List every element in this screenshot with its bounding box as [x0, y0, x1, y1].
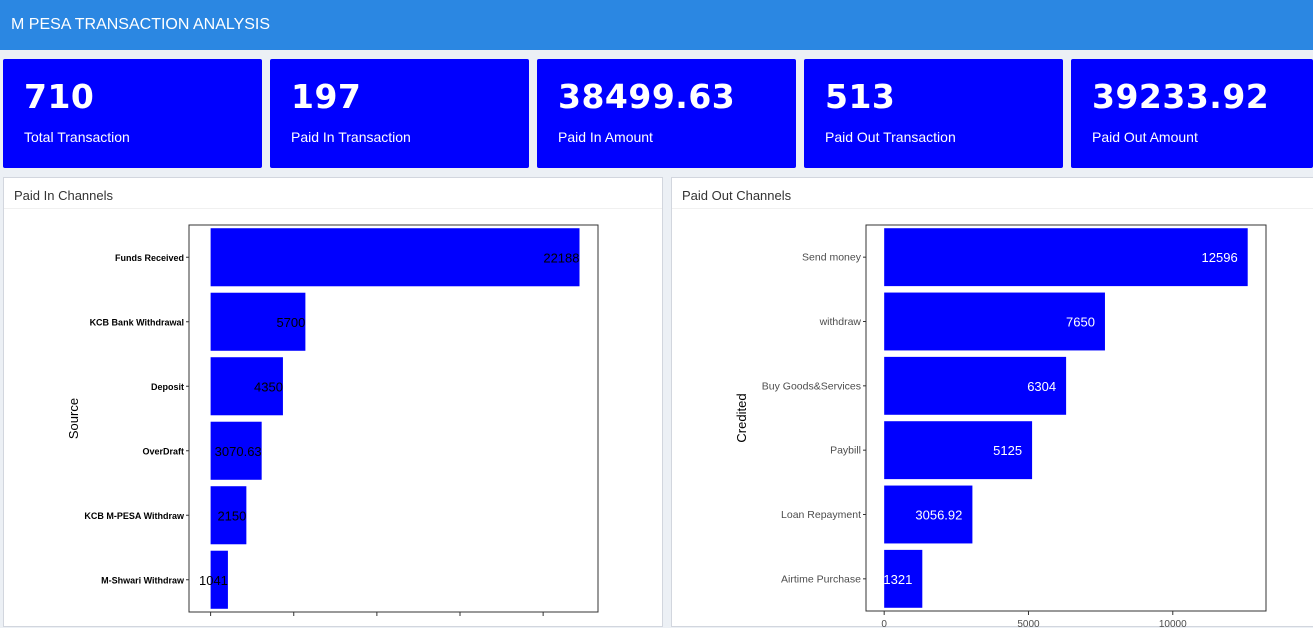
- value-box-paid-out-transaction: 513 Paid Out Transaction: [804, 59, 1063, 168]
- y-tick-label: KCB M-PESA Withdraw: [84, 511, 185, 521]
- value-box-row: 710 Total Transaction 197 Paid In Transa…: [0, 59, 1313, 168]
- panel-title: Paid Out Channels: [672, 178, 1313, 209]
- y-axis-title: Credited: [734, 393, 749, 442]
- plot-border: [865, 224, 1267, 612]
- value-box-paid-in-transaction: 197 Paid In Transaction: [270, 59, 529, 168]
- plot-border: [188, 224, 599, 613]
- data-label: 5125: [993, 443, 1022, 458]
- data-label: 22188: [543, 250, 579, 265]
- value-box-label: Paid Out Transaction: [825, 129, 956, 145]
- app-header: M PESA TRANSACTION ANALYSIS: [0, 0, 1313, 50]
- data-label: 6304: [1027, 379, 1056, 394]
- value-box-label: Paid In Transaction: [291, 129, 411, 145]
- bar: [884, 292, 1105, 351]
- value-box-paid-out-amount: 39233.92 Paid Out Amount: [1071, 59, 1313, 168]
- data-label: 7650: [1066, 315, 1095, 330]
- value-box-value: 39233.92: [1092, 77, 1270, 116]
- value-box-value: 197: [291, 77, 362, 116]
- data-label: 1041: [199, 573, 228, 588]
- y-tick-label: withdraw: [819, 316, 862, 328]
- value-box-label: Total Transaction: [24, 129, 130, 145]
- bar: [884, 228, 1248, 287]
- paid-in-channels-panel: Paid In Channels Funds Received 22188 KCB …: [3, 177, 663, 627]
- y-tick-label: Funds Received: [115, 253, 184, 263]
- bar: [210, 421, 262, 480]
- bar: [884, 485, 973, 544]
- y-tick-label: Deposit: [151, 382, 184, 392]
- value-box-total-transaction: 710 Total Transaction: [3, 59, 262, 168]
- paid-out-channels-panel: Paid Out Channels Send money 12596 withdra…: [671, 177, 1313, 628]
- value-box-label: Paid In Amount: [558, 129, 653, 145]
- bar: [884, 549, 923, 608]
- paid-in-chart: Funds Received 22188 KCB Bank Withdrawal 57…: [66, 224, 599, 616]
- bar: [210, 292, 306, 351]
- app-title: M PESA TRANSACTION ANALYSIS: [11, 16, 271, 33]
- y-tick-label: Paybill: [830, 445, 861, 457]
- y-axis-title: Source: [66, 398, 81, 439]
- data-label: 3070.63: [215, 444, 262, 459]
- data-label: 5700: [276, 315, 305, 330]
- data-label: 4350: [254, 379, 283, 394]
- data-label: 12596: [1202, 250, 1238, 265]
- x-tick-label: 5000: [1017, 619, 1040, 628]
- x-tick-label: 0: [881, 619, 887, 628]
- bar: [210, 357, 283, 416]
- data-label: 3056.92: [915, 508, 962, 523]
- y-tick-label: Send money: [802, 252, 862, 264]
- value-box-label: Paid Out Amount: [1092, 129, 1198, 145]
- x-tick-label: 10000: [1159, 619, 1187, 628]
- y-tick-label: M-Shwari Withdraw: [101, 575, 185, 585]
- y-tick-label: OverDraft: [142, 446, 184, 456]
- bar: [210, 228, 580, 287]
- value-box-value: 38499.63: [558, 77, 736, 116]
- paid-out-chart: Send money 12596 withdraw 7650 Buy Goods&Ser…: [734, 224, 1267, 628]
- bar: [210, 550, 228, 609]
- value-box-value: 513: [825, 77, 896, 116]
- panel-title: Paid In Channels: [4, 178, 662, 209]
- y-tick-label: KCB Bank Withdrawal: [90, 317, 184, 327]
- bar: [884, 421, 1033, 480]
- data-label: 1321: [883, 572, 912, 587]
- bar: [884, 356, 1067, 415]
- value-box-value: 710: [24, 77, 95, 116]
- bar: [210, 486, 247, 545]
- value-box-paid-in-amount: 38499.63 Paid In Amount: [537, 59, 796, 168]
- data-label: 2150: [217, 508, 246, 523]
- y-tick-label: Loan Repayment: [781, 509, 861, 521]
- y-tick-label: Buy Goods&Services: [762, 380, 861, 392]
- y-tick-label: Airtime Purchase: [781, 573, 861, 585]
